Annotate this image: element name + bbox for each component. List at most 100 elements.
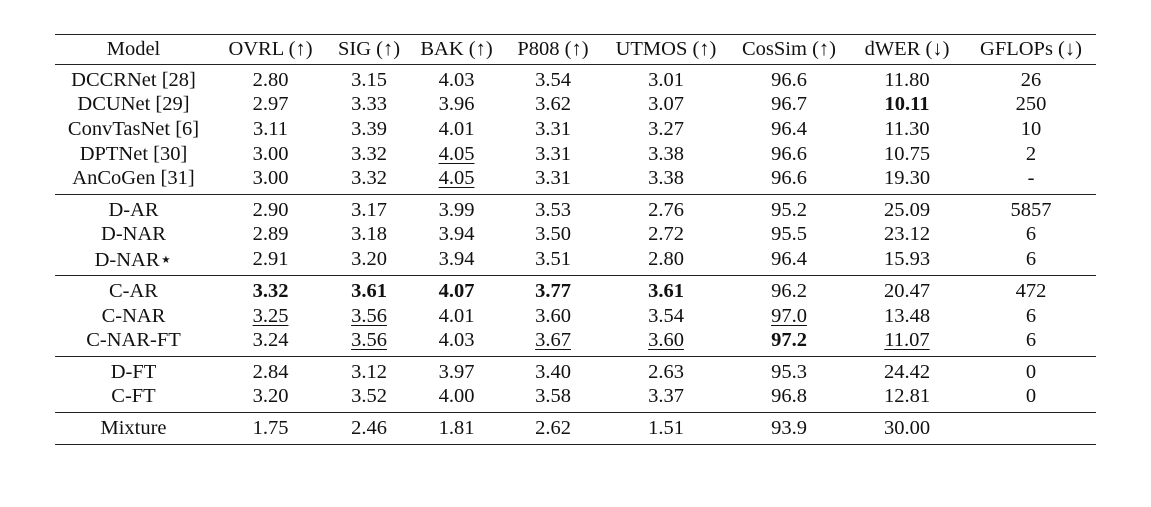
cell-model: C-AR	[55, 275, 212, 304]
cell-model: D-AR	[55, 193, 212, 223]
cell-ovrl: 3.32	[212, 275, 329, 304]
cell-dwer: 30.00	[848, 412, 966, 445]
underlined-value: 3.56	[351, 329, 387, 352]
underlined-value: 11.07	[884, 329, 930, 352]
cell-bak: 4.05	[409, 166, 504, 194]
table-group: DCCRNet [28] 2.80 3.15 4.03 3.54 3.01 96.6 11.8…	[55, 63, 1096, 195]
underlined-value: 4.05	[438, 167, 475, 190]
cell-model: D-NAR⋆	[94, 249, 173, 272]
cell-utmos: 3.38	[648, 142, 684, 165]
cell-bak: 3.94	[438, 248, 475, 271]
cell-sig: 3.52	[351, 385, 387, 408]
cell-bak: 4.03	[438, 329, 475, 352]
table-row: C-AR 3.32 3.61 4.07 3.77 3.61 96.2 20.47 472	[55, 275, 1096, 304]
cell-gflops: 472	[966, 275, 1096, 304]
cell-gflops: 6	[1025, 223, 1037, 246]
cell-sig: 3.17	[329, 193, 409, 223]
table-row: D-AR 2.90 3.17 3.99 3.53 2.76 95.2 25.09 5857	[55, 193, 1096, 223]
cell-ovrl: 3.20	[252, 385, 289, 408]
cell-dwer: 24.42	[848, 355, 966, 385]
cell-utmos: 2.63	[602, 355, 730, 385]
cell-bak: 3.99	[409, 193, 504, 223]
table-row: DCUNet [29] 2.97 3.33 3.96 3.62 3.07 96.7 10.11…	[55, 93, 1096, 118]
cell-model: DCUNet [29]	[77, 93, 190, 116]
cell-sig: 3.18	[351, 223, 387, 246]
cell-ovrl: 2.89	[252, 223, 289, 246]
underlined-value: 3.56	[351, 304, 387, 327]
cell-gflops: 6	[1025, 304, 1037, 327]
cell-dwer: 13.48	[883, 304, 931, 327]
cell-ovrl: 2.90	[212, 193, 329, 223]
cell-cossim: 95.5	[771, 223, 807, 246]
cell-sig: 3.56	[329, 328, 409, 356]
underlined-value: 97.0	[771, 304, 807, 327]
cell-gflops: 250	[1015, 93, 1047, 116]
cell-cossim: 96.8	[771, 385, 807, 408]
cell-gflops: 5857	[966, 193, 1096, 223]
cell-model: ConvTasNet [6]	[67, 117, 200, 140]
table-row: D-NAR 2.89 3.18 3.94 3.50 2.72 95.5 23.12 6	[55, 223, 1096, 248]
header-dwer: dWER (↓)	[848, 34, 966, 65]
cell-utmos: 3.60	[602, 328, 730, 356]
header-cossim: CosSim (↑)	[730, 34, 848, 65]
cell-dwer: 19.30	[883, 167, 931, 190]
cell-utmos: 3.07	[648, 93, 684, 116]
cell-model: C-NAR	[101, 304, 166, 327]
cell-p808: 3.54	[504, 63, 602, 93]
cell-utmos: 3.54	[648, 304, 684, 327]
cell-cossim: 96.2	[730, 275, 848, 304]
cell-p808: 3.58	[535, 385, 571, 408]
cell-utmos: 2.76	[602, 193, 730, 223]
cell-cossim: 96.6	[771, 142, 807, 165]
cell-sig: 3.61	[329, 275, 409, 304]
cell-utmos: 3.61	[602, 275, 730, 304]
table-row: C-NAR 3.25 3.56 4.01 3.60 3.54 97.0 13.48 6	[55, 304, 1096, 329]
header-gflops: GFLOPs (↓)	[966, 34, 1096, 65]
underlined-value: 3.25	[252, 304, 289, 327]
table-row: DCCRNet [28] 2.80 3.15 4.03 3.54 3.01 96.6 11.8…	[55, 63, 1096, 93]
cell-p808: 3.31	[535, 117, 571, 140]
cell-dwer: 20.47	[848, 275, 966, 304]
table-row: DPTNet [30] 3.00 3.32 4.05 3.31 3.38 96.6 10.75…	[55, 142, 1096, 167]
table-row: C-FT 3.20 3.52 4.00 3.58 3.37 96.8 12.81 0	[55, 385, 1096, 413]
cell-p808: 3.60	[535, 304, 571, 327]
cell-model: DCCRNet [28]	[55, 63, 212, 93]
cell-gflops: 0	[966, 355, 1096, 385]
cell-bak: 4.00	[438, 385, 475, 408]
cell-p808: 2.62	[504, 412, 602, 445]
cell-p808: 3.31	[535, 167, 571, 190]
cell-utmos: 3.27	[648, 117, 684, 140]
cell-dwer: 23.12	[883, 223, 931, 246]
header-bak: BAK (↑)	[409, 34, 504, 65]
cell-bak: 1.81	[409, 412, 504, 445]
cell-cossim: 95.3	[730, 355, 848, 385]
cell-gflops: 0	[1025, 385, 1037, 408]
header-sig: SIG (↑)	[329, 34, 409, 65]
cell-sig: 3.33	[351, 93, 387, 116]
cell-model: D-FT	[55, 355, 212, 385]
header-p808: P808 (↑)	[504, 34, 602, 65]
cell-cossim: 96.6	[730, 63, 848, 93]
cell-cossim: 95.2	[730, 193, 848, 223]
cell-utmos: 1.51	[602, 412, 730, 445]
cell-p808: 3.53	[504, 193, 602, 223]
cell-p808: 3.67	[504, 328, 602, 356]
cell-gflops: 26	[966, 63, 1096, 93]
cell-p808: 3.31	[535, 142, 571, 165]
cell-dwer: 15.93	[883, 248, 931, 271]
cell-utmos: 3.38	[648, 167, 684, 190]
cell-ovrl: 2.97	[252, 93, 289, 116]
cell-ovrl: 1.75	[212, 412, 329, 445]
cell-bak: 4.01	[438, 117, 475, 140]
cell-model: D-NAR	[101, 223, 166, 246]
cell-utmos: 2.80	[648, 248, 684, 271]
header-utmos: UTMOS (↑)	[602, 34, 730, 65]
cell-ovrl: 3.25	[212, 304, 329, 329]
cell-p808: 3.50	[535, 223, 571, 246]
table-group: D-AR 2.90 3.17 3.99 3.53 2.76 95.2 25.09 5857 D-N…	[55, 193, 1096, 275]
cell-p808: 3.62	[535, 93, 571, 116]
cell-model: AnCoGen [31]	[72, 167, 195, 190]
cell-cossim: 96.7	[771, 93, 807, 116]
cell-ovrl: 2.80	[212, 63, 329, 93]
cell-p808: 3.51	[535, 248, 571, 271]
